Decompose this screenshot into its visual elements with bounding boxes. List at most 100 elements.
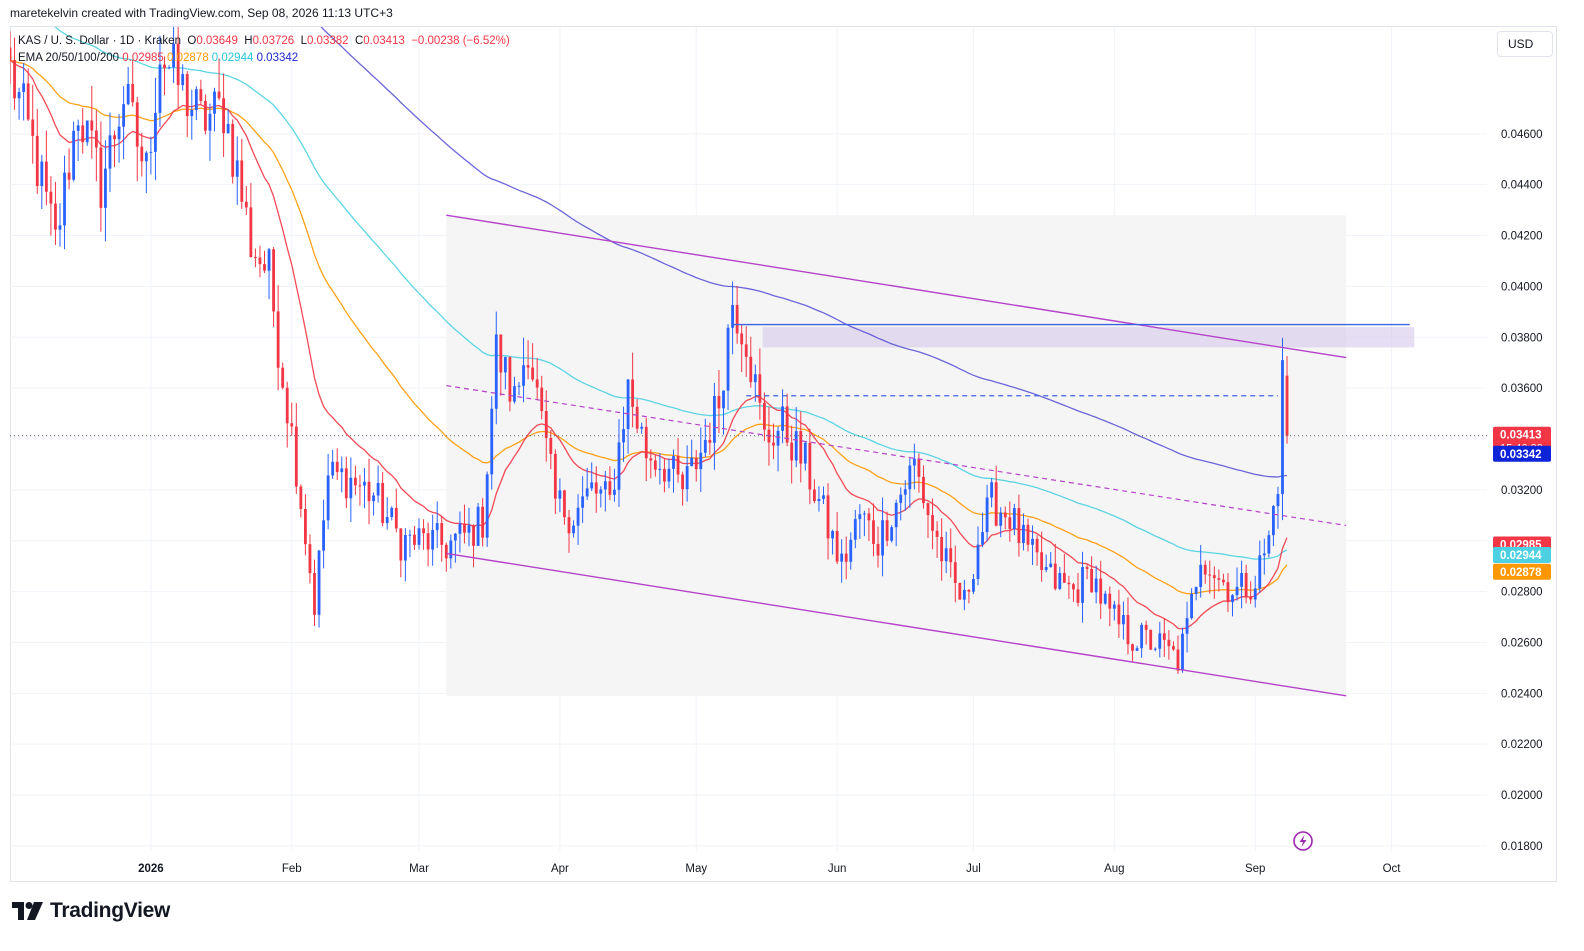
candle-body: [1112, 604, 1116, 609]
candle-body: [622, 429, 625, 443]
candle-body: [817, 498, 821, 502]
candle-body: [172, 43, 176, 68]
candle-body: [549, 437, 553, 454]
candle-body: [449, 540, 453, 559]
candle-body: [1176, 649, 1180, 671]
candle-body: [417, 528, 421, 545]
candle-body: [294, 426, 298, 487]
candle-body: [263, 264, 266, 271]
candle-body: [444, 544, 448, 559]
candle-body: [672, 456, 675, 469]
candle-body: [22, 83, 26, 93]
candle-body: [44, 161, 48, 192]
candle-body: [572, 525, 575, 534]
price-label-box: [1493, 445, 1551, 462]
candle-body: [244, 201, 248, 208]
candle-body: [917, 458, 921, 477]
candle-body: [467, 525, 471, 533]
ema-legend[interactable]: EMA 20/50/100/200 0.02985 0.02878 0.0294…: [18, 52, 298, 64]
candle-body: [1217, 578, 1221, 580]
candle-body: [585, 488, 589, 497]
candle-body: [340, 468, 344, 473]
candle-body: [99, 147, 103, 208]
candle-body: [708, 439, 712, 443]
low-label: L: [300, 35, 307, 47]
candle-body: [326, 475, 330, 521]
channel-mid-line: [446, 384, 1347, 527]
candle-body: [576, 507, 580, 526]
channel-upper-line: [446, 214, 1347, 359]
candle-body: [104, 168, 107, 208]
candle-body: [663, 468, 666, 482]
currency-button[interactable]: USD: [1497, 31, 1553, 57]
candle-body: [272, 249, 275, 312]
candle-body: [1049, 563, 1053, 568]
time-tick-label: Aug: [1104, 863, 1124, 875]
candle-body: [1090, 568, 1094, 593]
candle-body: [1062, 573, 1066, 583]
candle-body: [358, 485, 362, 487]
candle-body: [726, 327, 730, 391]
candle-body: [1040, 552, 1044, 571]
candle-body: [1226, 582, 1230, 603]
high-value: 0.03726: [252, 35, 295, 47]
candle-body: [581, 496, 585, 508]
candle-body: [144, 152, 148, 162]
candle-body: [317, 550, 321, 615]
price-tick-label: 0.03200: [1501, 485, 1543, 497]
candle-body: [376, 482, 380, 496]
candle-body: [567, 517, 571, 534]
candle-body: [1162, 633, 1166, 640]
candle-body: [1231, 595, 1234, 603]
candle-body: [81, 125, 85, 143]
symbol-title[interactable]: KAS / U. S. Dollar · 1D · Kraken: [18, 35, 181, 47]
candle-body: [617, 442, 621, 490]
candle-body: [553, 453, 557, 499]
candle-body: [690, 457, 694, 467]
candle-body: [1167, 639, 1171, 647]
candle-body: [422, 528, 425, 534]
candle-body: [453, 533, 457, 541]
candle-body: [862, 513, 866, 515]
candle-body: [1258, 555, 1262, 589]
candle-body: [381, 482, 385, 524]
candle-body: [608, 481, 612, 495]
candle-body: [790, 442, 794, 461]
candle-body: [676, 456, 680, 475]
candle-body: [494, 334, 498, 409]
candle-body: [803, 442, 807, 464]
candle-body: [49, 191, 53, 204]
candle-body: [208, 113, 212, 131]
candle-body: [908, 465, 912, 490]
candle-body: [308, 544, 312, 574]
candle-body: [458, 523, 462, 534]
candle-body: [531, 367, 535, 380]
ema200-line: [320, 27, 1288, 478]
candle-body: [190, 110, 194, 117]
candle-body: [85, 120, 89, 143]
candle-body: [1076, 589, 1080, 603]
lightning-icon[interactable]: [1292, 830, 1314, 857]
candle-body: [508, 357, 512, 402]
tradingview-logo[interactable]: TradingView: [12, 899, 170, 923]
high-label: H: [244, 35, 253, 47]
candle-body: [485, 474, 489, 538]
price-tick-label: 0.03600: [1501, 383, 1543, 395]
candle-body: [1017, 508, 1021, 543]
ema100-value: 0.02944: [211, 52, 254, 64]
candle-body: [1276, 494, 1280, 507]
candle-body: [240, 160, 244, 202]
candle-body: [390, 507, 394, 518]
candle-body: [94, 130, 98, 148]
price-tick-label: 0.02000: [1501, 790, 1543, 802]
candle-body: [1008, 517, 1012, 530]
candle-body: [299, 486, 303, 509]
candle-body: [517, 385, 521, 387]
candle-body: [731, 305, 735, 328]
candle-body: [894, 502, 898, 528]
candle-body: [222, 98, 226, 134]
candle-body: [1253, 588, 1257, 600]
candle-body: [426, 533, 430, 550]
price-label-text: 0.03342: [1500, 449, 1542, 461]
